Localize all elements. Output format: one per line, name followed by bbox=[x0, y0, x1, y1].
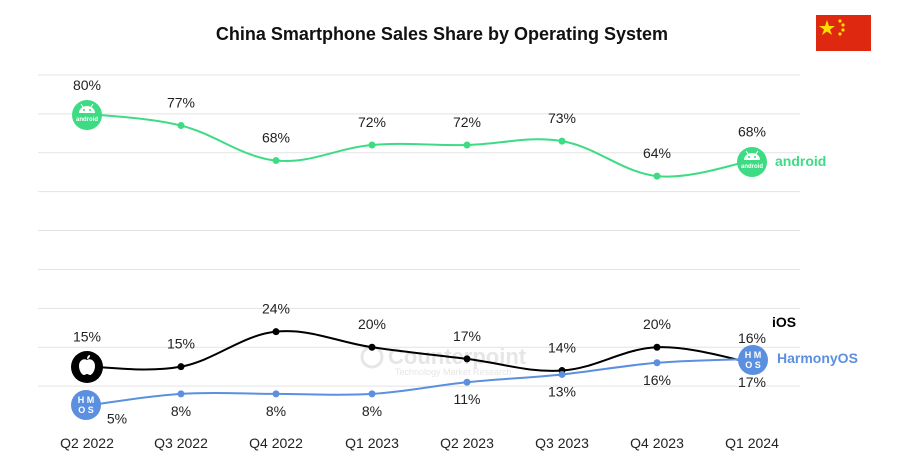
x-tick-label: Q1 2023 bbox=[345, 435, 399, 451]
data-point-android bbox=[272, 157, 280, 165]
data-point-harmonyos bbox=[463, 378, 471, 386]
data-label-ios: 24% bbox=[262, 301, 290, 317]
data-label-android: 77% bbox=[167, 95, 195, 111]
x-tick-label: Q4 2022 bbox=[249, 435, 303, 451]
chart-title: China Smartphone Sales Share by Operatin… bbox=[216, 24, 668, 44]
android-logo-icon: android bbox=[737, 147, 767, 177]
svg-text:android: android bbox=[741, 164, 763, 170]
data-point-harmonyos bbox=[653, 359, 661, 367]
series-label-android: android bbox=[775, 153, 826, 169]
grid bbox=[38, 74, 800, 387]
series-line-android bbox=[86, 112, 753, 178]
data-point-android bbox=[177, 122, 185, 130]
android-logo-icon: android bbox=[72, 100, 102, 130]
data-label-ios: 17% bbox=[453, 328, 481, 344]
data-point-ios bbox=[463, 355, 471, 363]
x-tick-label: Q1 2024 bbox=[725, 435, 779, 451]
data-label-android: 64% bbox=[643, 145, 671, 161]
data-label-android: 80% bbox=[73, 77, 101, 93]
data-point-ios bbox=[177, 363, 185, 371]
series-label-ios: iOS bbox=[772, 314, 796, 330]
x-tick-label: Q2 2023 bbox=[440, 435, 494, 451]
x-axis: Q2 2022 Q3 2022 Q4 2022 Q1 2023 Q2 2023 Q3 20… bbox=[60, 435, 779, 451]
data-label-android: 72% bbox=[453, 114, 481, 130]
china-flag-icon bbox=[816, 15, 871, 51]
data-label-android: 68% bbox=[738, 124, 766, 140]
data-label-harmonyos: 8% bbox=[266, 403, 286, 419]
x-tick-label: Q4 2023 bbox=[630, 435, 684, 451]
svg-text:H M: H M bbox=[745, 350, 762, 360]
data-point-harmonyos bbox=[368, 390, 376, 398]
data-label-android: 73% bbox=[548, 110, 576, 126]
data-point-ios bbox=[653, 343, 661, 351]
x-tick-label: Q3 2022 bbox=[154, 435, 208, 451]
svg-text:O S: O S bbox=[745, 360, 761, 370]
data-label-harmonyos: 8% bbox=[362, 403, 382, 419]
series-line-harmonyos bbox=[86, 357, 753, 407]
data-point-ios bbox=[272, 328, 280, 336]
data-point-android bbox=[368, 141, 376, 149]
series-label-harmonyos: HarmonyOS bbox=[777, 350, 858, 366]
data-label-ios: 20% bbox=[358, 316, 386, 332]
apple-logo-icon bbox=[71, 351, 103, 383]
data-label-android: 68% bbox=[262, 130, 290, 146]
harmonyos-logo-icon: H M O S bbox=[71, 390, 101, 420]
data-point-android bbox=[463, 141, 471, 149]
data-label-ios: 15% bbox=[73, 329, 101, 345]
data-label-harmonyos: 16% bbox=[643, 372, 671, 388]
harmonyos-logo-icon: H M O S bbox=[738, 345, 768, 375]
data-point-harmonyos bbox=[558, 370, 566, 378]
series-line-ios bbox=[86, 330, 753, 372]
data-label-ios: 15% bbox=[167, 336, 195, 352]
x-tick-label: Q2 2022 bbox=[60, 435, 114, 451]
data-label-ios: 16% bbox=[738, 330, 766, 346]
series-layer: 80% 77% 68% 72% 72% 73% 64% 68% 15% 15% 24% 20% 17% 1… bbox=[73, 77, 766, 427]
x-tick-label: Q3 2023 bbox=[535, 435, 589, 451]
data-label-harmonyos: 11% bbox=[454, 391, 481, 407]
svg-text:android: android bbox=[76, 117, 98, 123]
data-label-harmonyos: 17% bbox=[738, 374, 766, 390]
svg-text:H M: H M bbox=[78, 395, 95, 405]
svg-text:O S: O S bbox=[78, 405, 94, 415]
data-label-ios: 20% bbox=[643, 316, 671, 332]
data-point-harmonyos bbox=[272, 390, 280, 398]
data-point-ios bbox=[368, 343, 376, 351]
data-label-android: 72% bbox=[358, 114, 386, 130]
data-point-android bbox=[653, 172, 661, 180]
data-label-harmonyos: 13% bbox=[548, 383, 576, 399]
data-label-ios: 14% bbox=[548, 340, 576, 356]
watermark-subtext: Technology Market Research bbox=[395, 367, 512, 377]
data-point-android bbox=[558, 137, 566, 145]
data-point-harmonyos bbox=[177, 390, 185, 398]
data-label-harmonyos: 5% bbox=[107, 411, 127, 427]
data-label-harmonyos: 8% bbox=[171, 403, 191, 419]
